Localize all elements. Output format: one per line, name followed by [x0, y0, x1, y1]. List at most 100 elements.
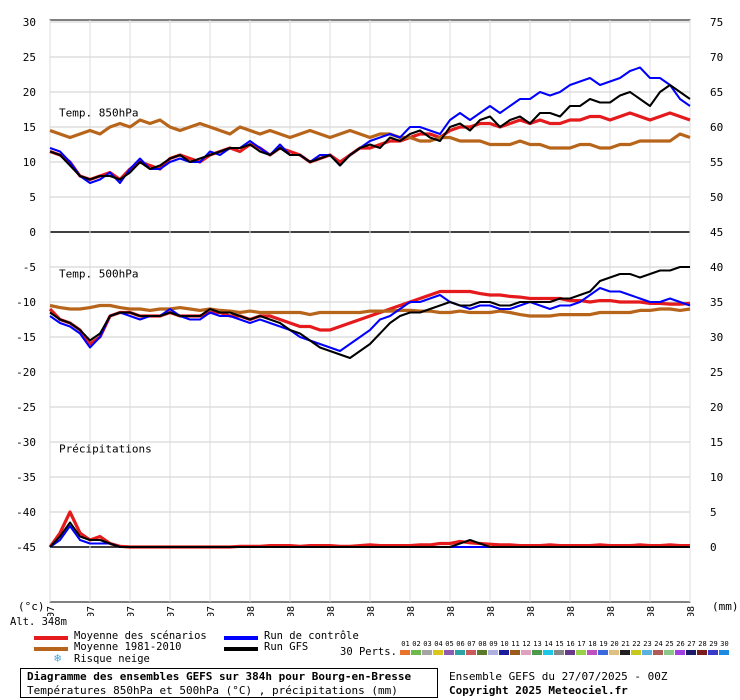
- legend-gfs-label: Run GFS: [264, 641, 309, 653]
- pert-color-swatch: [466, 650, 476, 655]
- x-tick-label: 05/08: [406, 606, 417, 616]
- run-info: Ensemble GEFS du 27/07/2025 - 00Z: [449, 670, 668, 683]
- pert-number: 13: [533, 640, 542, 648]
- pert-color-swatch: [609, 650, 619, 655]
- left-tick-label: -15: [16, 331, 36, 344]
- left-tick-label: -35: [16, 471, 36, 484]
- right-tick-label: 70: [710, 51, 723, 64]
- pert-number: 12: [522, 640, 531, 648]
- pert-color-swatch: [422, 650, 432, 655]
- pert-color-swatch: [521, 650, 531, 655]
- right-tick-label: 10: [710, 471, 723, 484]
- pert-number: 11: [511, 640, 520, 648]
- altitude-label: Alt. 348m: [10, 616, 67, 628]
- pert-number: 09: [489, 640, 498, 648]
- pert-color-swatch: [477, 650, 487, 655]
- legend-swatch-control: [224, 636, 258, 640]
- pert-number: 19: [599, 640, 608, 648]
- pert-color-swatch: [664, 650, 674, 655]
- left-tick-label: 5: [29, 191, 36, 204]
- pert-number: 04: [434, 640, 443, 648]
- pert-number: 23: [643, 640, 652, 648]
- pert-color-swatch: [433, 650, 443, 655]
- pert-number: 03: [423, 640, 432, 648]
- right-tick-label: 40: [710, 261, 723, 274]
- pert-number: 08: [478, 640, 487, 648]
- left-tick-label: 0: [29, 226, 36, 239]
- right-tick-label: 65: [710, 86, 723, 99]
- pert-number: 20: [610, 640, 619, 648]
- pert-color-swatch: [697, 650, 707, 655]
- perts-label: 30 Perts.: [340, 646, 397, 658]
- pert-number: 22: [632, 640, 641, 648]
- right-unit-label: (mm): [712, 600, 739, 613]
- x-tick-label: 11/08: [646, 606, 657, 616]
- legend-snow-label: Risque neige: [74, 653, 150, 665]
- pert-color-swatch: [400, 650, 410, 655]
- series-line: [49, 266, 690, 359]
- left-tick-label: -5: [23, 261, 36, 274]
- x-tick-label: 12/08: [686, 606, 697, 616]
- left-tick-label: -10: [16, 296, 36, 309]
- x-tick-label: 01/08: [246, 606, 257, 616]
- pert-number: 01: [401, 640, 410, 648]
- x-tick-label: 27/07: [46, 606, 57, 616]
- x-tick-label: 04/08: [366, 606, 377, 616]
- pert-color-swatch: [653, 650, 663, 655]
- right-tick-label: 25: [710, 366, 723, 379]
- pert-color-swatch: [554, 650, 564, 655]
- pert-color-swatch: [499, 650, 509, 655]
- legend-control-label: Run de contrôle: [264, 630, 359, 642]
- left-tick-label: -20: [16, 366, 36, 379]
- pert-number: 30: [720, 640, 729, 648]
- series-line: [49, 66, 691, 184]
- pert-number: 26: [676, 640, 685, 648]
- right-tick-label: 60: [710, 121, 723, 134]
- pert-number: 06: [456, 640, 465, 648]
- series-line: [49, 521, 690, 548]
- panel-label: Temp. 850hPa: [59, 107, 138, 120]
- series-line: [49, 303, 691, 318]
- pert-color-swatch: [455, 650, 465, 655]
- x-tick-label: 03/08: [326, 606, 337, 616]
- copyright: Copyright 2025 Meteociel.fr: [449, 684, 628, 697]
- left-tick-label: -40: [16, 506, 36, 519]
- right-tick-label: 20: [710, 401, 723, 414]
- pert-number: 02: [412, 640, 421, 648]
- pert-number: 25: [665, 640, 674, 648]
- x-tick-label: 08/08: [526, 606, 537, 616]
- left-tick-label: 15: [23, 121, 36, 134]
- legend-swatch-climate: [34, 647, 68, 651]
- pert-color-swatch: [708, 650, 718, 655]
- right-tick-label: 30: [710, 331, 723, 344]
- series-line: [49, 84, 691, 181]
- pert-color-swatch: [411, 650, 421, 655]
- x-tick-label: 09/08: [566, 606, 577, 616]
- left-tick-label: -25: [16, 401, 36, 414]
- x-tick-label: 30/07: [166, 606, 177, 616]
- left-tick-label: 30: [23, 16, 36, 29]
- x-tick-label: 28/07: [86, 606, 97, 616]
- pert-number: 14: [544, 640, 553, 648]
- legend-mean-label: Moyenne des scénarios: [74, 630, 207, 642]
- pert-number: 05: [445, 640, 454, 648]
- pert-color-swatch: [444, 650, 454, 655]
- x-tick-label: 10/08: [606, 606, 617, 616]
- left-tick-label: -30: [16, 436, 36, 449]
- x-tick-label: 07/08: [486, 606, 497, 616]
- panel-label: Temp. 500hPa: [59, 268, 138, 281]
- left-tick-label: -45: [16, 541, 36, 554]
- pert-color-swatch: [576, 650, 586, 655]
- pert-number: 27: [687, 640, 696, 648]
- left-tick-label: 20: [23, 86, 36, 99]
- pert-color-swatch: [675, 650, 685, 655]
- pert-color-swatch: [532, 650, 542, 655]
- left-tick-label: 25: [23, 51, 36, 64]
- pert-color-swatch: [598, 650, 608, 655]
- pert-color-swatch: [488, 650, 498, 655]
- panel-group: [48, 510, 690, 549]
- snowflake-icon: ❄: [54, 651, 62, 665]
- legend-swatch-gfs: [224, 647, 258, 651]
- right-tick-label: 55: [710, 156, 723, 169]
- pert-number: 29: [709, 640, 718, 648]
